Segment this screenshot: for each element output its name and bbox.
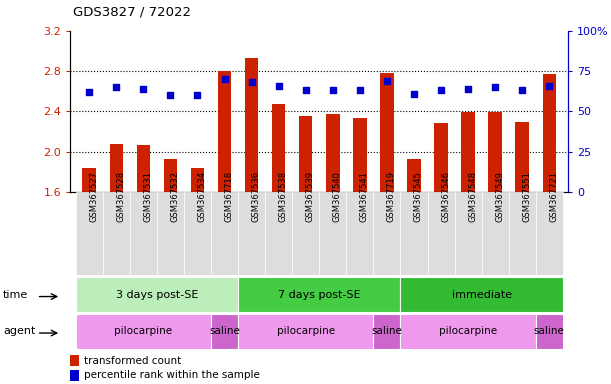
- Point: [436, 87, 446, 93]
- Bar: [130, 192, 157, 275]
- Bar: [82, 168, 96, 192]
- Text: GSM367545: GSM367545: [414, 171, 423, 222]
- Bar: [184, 192, 211, 275]
- Text: 3 days post-SE: 3 days post-SE: [115, 290, 198, 300]
- Bar: [400, 277, 563, 312]
- Bar: [373, 314, 400, 349]
- Bar: [407, 159, 421, 192]
- Text: GSM367534: GSM367534: [197, 170, 207, 222]
- Text: saline: saline: [371, 326, 402, 336]
- Bar: [536, 314, 563, 349]
- Bar: [272, 104, 285, 192]
- Text: saline: saline: [209, 326, 240, 336]
- Bar: [218, 71, 232, 192]
- Bar: [299, 116, 312, 192]
- Bar: [164, 159, 177, 192]
- Text: saline: saline: [534, 326, 565, 336]
- Point: [139, 86, 148, 92]
- Point: [328, 87, 338, 93]
- Bar: [211, 192, 238, 275]
- Text: pilocarpine: pilocarpine: [114, 326, 172, 336]
- Bar: [137, 145, 150, 192]
- Point: [274, 83, 284, 89]
- Bar: [245, 58, 258, 192]
- Bar: [434, 124, 448, 192]
- Bar: [238, 277, 400, 312]
- Text: agent: agent: [3, 326, 35, 336]
- Text: immediate: immediate: [452, 290, 511, 300]
- Text: GSM367551: GSM367551: [522, 171, 531, 222]
- Bar: [157, 192, 184, 275]
- Text: GSM367539: GSM367539: [306, 170, 315, 222]
- Bar: [326, 114, 340, 192]
- Bar: [543, 74, 556, 192]
- Text: GDS3827 / 72022: GDS3827 / 72022: [73, 6, 191, 19]
- Text: GSM367536: GSM367536: [252, 170, 260, 222]
- Point: [84, 89, 94, 95]
- Text: GSM367548: GSM367548: [468, 170, 477, 222]
- Point: [192, 92, 202, 98]
- Point: [301, 87, 310, 93]
- Bar: [461, 113, 475, 192]
- Bar: [238, 314, 373, 349]
- Bar: [238, 192, 265, 275]
- Text: GSM367528: GSM367528: [116, 170, 125, 222]
- Text: GSM367540: GSM367540: [333, 171, 342, 222]
- Point: [355, 87, 365, 93]
- Bar: [265, 192, 292, 275]
- Point: [544, 83, 554, 89]
- Text: GSM367718: GSM367718: [224, 170, 233, 222]
- Bar: [509, 192, 536, 275]
- Text: transformed count: transformed count: [84, 356, 181, 366]
- Bar: [400, 314, 536, 349]
- Bar: [488, 113, 502, 192]
- Point: [166, 92, 175, 98]
- Point: [219, 76, 229, 82]
- Bar: [103, 192, 130, 275]
- Text: GSM367532: GSM367532: [170, 170, 180, 222]
- Text: GSM367719: GSM367719: [387, 170, 396, 222]
- Bar: [428, 192, 455, 275]
- Point: [463, 86, 473, 92]
- Text: GSM367549: GSM367549: [495, 171, 504, 222]
- Text: percentile rank within the sample: percentile rank within the sample: [84, 370, 260, 380]
- Bar: [109, 144, 123, 192]
- Text: GSM367527: GSM367527: [89, 170, 98, 222]
- Bar: [380, 73, 393, 192]
- Point: [518, 87, 527, 93]
- Point: [247, 79, 257, 85]
- Bar: [373, 192, 400, 275]
- Bar: [536, 192, 563, 275]
- Bar: [70, 370, 79, 381]
- Point: [382, 78, 392, 84]
- Bar: [70, 355, 79, 366]
- Text: time: time: [3, 290, 28, 300]
- Text: pilocarpine: pilocarpine: [439, 326, 497, 336]
- Bar: [76, 192, 103, 275]
- Text: GSM367721: GSM367721: [549, 170, 558, 222]
- Bar: [76, 314, 211, 349]
- Bar: [455, 192, 481, 275]
- Point: [490, 84, 500, 90]
- Bar: [400, 192, 428, 275]
- Bar: [516, 122, 529, 192]
- Text: 7 days post-SE: 7 days post-SE: [278, 290, 360, 300]
- Bar: [191, 168, 204, 192]
- Text: GSM367531: GSM367531: [144, 170, 152, 222]
- Bar: [76, 277, 238, 312]
- Text: GSM367538: GSM367538: [279, 170, 288, 222]
- Bar: [211, 314, 238, 349]
- Bar: [353, 118, 367, 192]
- Point: [409, 91, 419, 97]
- Text: GSM367541: GSM367541: [360, 171, 369, 222]
- Bar: [320, 192, 346, 275]
- Bar: [481, 192, 509, 275]
- Bar: [346, 192, 373, 275]
- Point: [111, 84, 121, 90]
- Bar: [292, 192, 320, 275]
- Text: pilocarpine: pilocarpine: [277, 326, 335, 336]
- Text: GSM367546: GSM367546: [441, 170, 450, 222]
